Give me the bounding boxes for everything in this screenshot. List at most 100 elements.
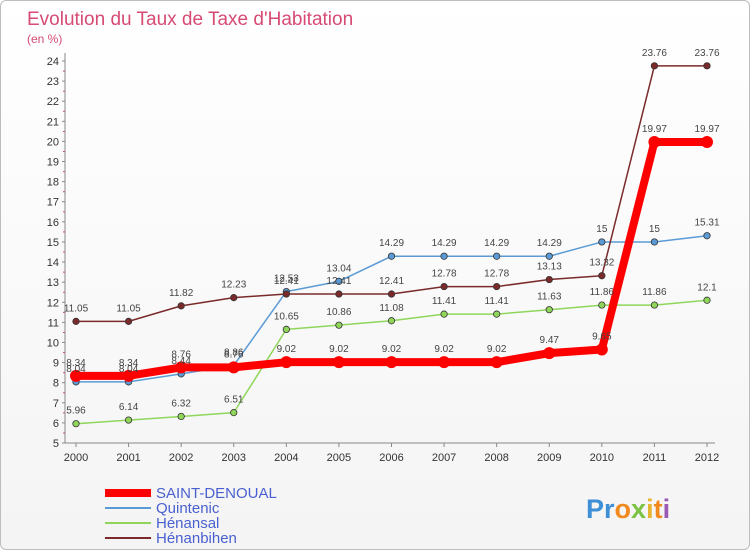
y-tick-label: 22: [47, 96, 59, 108]
point-henanbihen: [230, 294, 238, 302]
logo-letter: x: [631, 494, 646, 524]
data-label-henanbihen: 12.23: [221, 280, 246, 291]
logo-letter: r: [604, 494, 615, 524]
point-saint-denoual: [648, 136, 661, 149]
x-tick-label: 2000: [64, 452, 88, 464]
data-label-saint-denoual: 9.65: [592, 332, 612, 343]
point-henansal: [598, 301, 606, 309]
logo-letter: i: [646, 494, 654, 524]
y-tick-label: 20: [47, 136, 59, 148]
y-tick-label: 11: [48, 317, 59, 329]
data-label-henanbihen: 12.41: [379, 276, 404, 287]
point-henanbihen: [493, 282, 501, 291]
logo-letter: o: [615, 494, 632, 524]
data-label-quintenic: 14.29: [537, 238, 562, 249]
data-label-henanbihen: 23.76: [694, 48, 719, 59]
data-label-quintenic: 8.44: [171, 356, 191, 367]
point-henansal: [493, 310, 501, 318]
y-tick-label: 6: [53, 418, 59, 430]
data-label-quintenic: 13.04: [326, 263, 351, 274]
data-label-quintenic: 15.31: [694, 218, 719, 229]
point-quintenic: [440, 252, 448, 260]
data-label-quintenic: 14.29: [484, 238, 509, 249]
y-tick-label: 19: [47, 157, 59, 169]
point-saint-denoual: [595, 343, 608, 356]
data-label-saint-denoual: 8.34: [66, 358, 86, 369]
x-tick-label: 2005: [327, 452, 351, 464]
point-saint-denoual: [438, 356, 451, 369]
data-label-saint-denoual: 8.34: [119, 358, 139, 369]
x-tick-label: 2011: [643, 452, 667, 464]
x-tick-label: 2007: [432, 452, 456, 464]
point-henansal: [335, 321, 343, 329]
data-label-henansal: 6.14: [119, 402, 139, 413]
y-tick-label: 15: [47, 237, 59, 249]
data-label-henansal: 11.86: [590, 287, 615, 298]
x-tick-label: 2006: [379, 452, 403, 464]
y-tick-label: 12: [47, 297, 59, 309]
data-label-quintenic: 15: [596, 224, 608, 235]
x-tick-label: 2001: [116, 452, 140, 464]
data-label-saint-denoual: 8.76: [171, 349, 191, 360]
x-tick-label: 2004: [274, 452, 298, 464]
legend-label-henanbihen: Hénanbihen: [156, 530, 237, 547]
data-label-quintenic: 8.04: [66, 364, 86, 375]
data-label-henanbihen: 13.32: [589, 258, 614, 269]
x-tick-label: 2002: [169, 452, 193, 464]
data-label-saint-denoual: 9.02: [329, 344, 349, 355]
point-quintenic: [598, 238, 606, 246]
data-label-quintenic: 14.29: [432, 238, 457, 249]
legend-label-saint-denoual: SAINT-DENOUAL: [156, 485, 277, 502]
data-label-henanbihen: 12.78: [432, 269, 457, 280]
data-label-henansal: 11.08: [379, 303, 404, 314]
data-label-henansal: 11.63: [537, 292, 562, 303]
point-henansal: [72, 420, 80, 428]
y-tick-label: 7: [53, 398, 59, 410]
x-tick-label: 2008: [484, 452, 508, 464]
data-label-henansal: 10.86: [326, 307, 351, 318]
chart-title: Evolution du Taux de Taxe d'Habitation: [27, 9, 353, 30]
x-tick-label: 2003: [222, 452, 246, 464]
data-label-saint-denoual: 9.02: [277, 344, 297, 355]
point-henanbihen: [703, 62, 711, 70]
y-tick-label: 10: [47, 337, 59, 349]
data-label-saint-denoual: 9.02: [434, 344, 454, 355]
data-label-henansal: 11.86: [642, 287, 667, 298]
point-saint-denoual: [701, 136, 713, 149]
point-henanbihen: [440, 282, 448, 291]
data-label-saint-denoual: 8.76: [224, 349, 244, 360]
point-quintenic: [650, 238, 659, 246]
y-tick-label: 16: [47, 217, 59, 229]
y-tick-label: 13: [47, 277, 59, 289]
chart-subtitle: (en %): [27, 32, 62, 46]
y-tick-label: 14: [47, 257, 59, 269]
data-label-henanbihen: 12.41: [274, 276, 299, 287]
data-label-quintenic: 14.29: [379, 238, 404, 249]
data-label-saint-denoual: 19.97: [694, 124, 719, 135]
logo-text: Proxiti: [586, 494, 670, 524]
data-label-henansal: 12.1: [697, 282, 717, 293]
point-saint-denoual: [175, 361, 188, 374]
y-tick-label: 17: [47, 197, 59, 209]
point-henansal: [387, 317, 396, 325]
y-tick-label: 24: [47, 56, 59, 68]
data-label-henanbihen: 12.41: [326, 276, 351, 287]
data-label-saint-denoual: 9.02: [382, 344, 402, 355]
data-label-quintenic: 8.86: [224, 347, 244, 358]
point-henansal: [124, 416, 133, 424]
point-henansal: [230, 409, 238, 417]
point-saint-denoual: [70, 369, 82, 382]
data-label-henansal: 11.41: [485, 296, 510, 307]
legend-label-henansal: Hénansal: [156, 515, 219, 532]
point-henanbihen: [72, 317, 80, 325]
point-saint-denoual: [227, 361, 240, 374]
point-henansal: [703, 296, 711, 304]
data-label-henanbihen: 13.13: [537, 262, 562, 273]
y-tick-label: 8: [53, 378, 59, 390]
y-tick-label: 21: [47, 116, 59, 128]
point-henanbihen: [177, 302, 185, 310]
point-henansal: [440, 310, 448, 318]
point-quintenic: [387, 252, 396, 260]
data-label-quintenic: 15: [649, 224, 661, 235]
